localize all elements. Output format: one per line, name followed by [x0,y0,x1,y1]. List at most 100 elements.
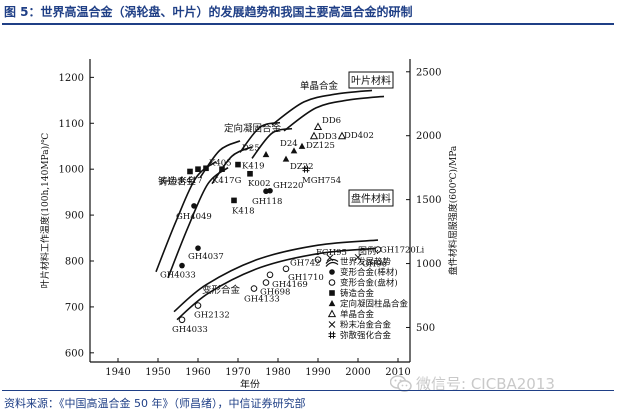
legend-label: 世界发展趋势 [340,257,392,268]
disk-point-gh4037 [195,245,201,251]
disk-material-label: 盘件材料 [351,192,391,205]
blade-point-dd6 [313,122,323,131]
y-right-tick-label: 500 [416,323,435,334]
blade-point-label: K403 [160,176,183,186]
blade-point-k417g [219,166,225,172]
legend-marker-hash [328,331,336,339]
alloy-chart: 1940 1950 1960 1970 1980 1990 2000 2010 600 700 80… [39,59,459,388]
wechat-icon [390,374,412,392]
blade-point-gh220 [267,187,273,194]
y-left-tick-label: 900 [65,211,84,222]
disk-point-gh1720li [374,246,382,253]
disk-point-gh2132 [194,302,202,309]
y-left-tick-label: 1200 [59,73,84,84]
trend-band-line [283,95,385,132]
x-tick-label: 2010 [385,367,410,378]
y-left-tick-label: 800 [65,257,84,268]
blade-point-gh4049 [191,203,197,209]
disk-point-label: GH1720Li [380,246,424,256]
disk-point-label: GH96 [362,259,387,269]
y-right-axis-label: 盘件材料屈服强度(600℃)/MPa [447,145,459,275]
x-tick-label: 1990 [305,367,330,378]
legend-marker-open-triangle [327,309,337,318]
blade-point-k403 [187,168,193,175]
trend-band-label: 定向凝固合金 [224,122,282,134]
legend-marker-open-circle [328,279,336,286]
blade-point-k002 [247,170,253,177]
y-left-tick-label: 1000 [59,165,84,176]
blade-point-d24 [290,147,298,154]
disk-point-gh4033 [179,262,185,269]
x-axis-label: 年份 [240,378,260,388]
blade-point-dd402 [337,131,347,140]
blade-point-dz22 [282,155,290,162]
disk-point-gh1710 [282,265,290,273]
disk-point-label: FGH95 [316,248,347,258]
blade-point-k419 [235,161,241,168]
disk-point-label: GH742 [290,259,320,269]
legend-label: 定向凝固柱晶合金 [340,299,409,310]
blade-point-label: DZ22 [290,162,314,172]
legend-label: 单晶合金 [340,309,375,320]
trend-band-label: 铸造合金 [158,176,197,188]
blade-point-label: D25 [242,143,260,153]
y-right-tick-label: 2500 [416,67,441,78]
blade-point-label: D24 [280,139,298,149]
y-left-tick-label: 1100 [59,119,84,130]
blade-point-label: MGH754 [302,176,341,186]
blade-point-label: DD402 [344,131,374,141]
legend-marker-trend [325,258,339,267]
disk-material-box [348,189,394,207]
disk-point-gh96 [354,253,362,261]
disk-point-label: GH2132 [194,311,230,321]
disk-point-label: GH4033 [172,325,208,335]
legend-label: 变形合金(棒材) [340,267,398,278]
disk-point-label: GH698 [260,288,290,298]
blade-point-k417 [195,166,201,172]
blade-material-label: 叶片材料 [351,74,391,87]
watermark-text: 微信号: CICBA2013 [416,375,555,393]
blade-point-mgh754 [302,165,310,173]
blade-point-dd3 [309,131,319,140]
blade-point-label: K417 [180,176,203,186]
blade-point-dz125 [298,142,306,149]
disk-trend-line [176,247,382,321]
legend-label: 铸造合金 [340,288,375,299]
disk-point-gh4033 [178,316,186,324]
y-right-tick-label: 1000 [416,259,441,270]
disk-point-gh4133 [250,285,258,292]
blade-point-label: GH4049 [176,212,212,222]
y-right-tick-label: 2000 [416,131,441,142]
legend-label: 粉末冶金合金 [340,320,392,331]
blade-point-label: GH118 [252,197,282,207]
blade-point-label: K405 [209,158,232,168]
footer-rule [2,390,614,391]
legend-label: 弥散强化合金 [340,330,392,341]
legend-marker-solid-circle [329,269,335,275]
legend-label: 变形合金(盘材) [340,278,398,289]
trend-band-line [271,89,373,126]
trend-band-label: 单晶合金 [300,80,339,92]
blade-point-label: GH220 [273,181,303,191]
disk-point-label: GH4169 [272,280,308,290]
x-tick-label: 1940 [105,367,130,378]
blade-point-label: K418 [232,206,255,216]
x-tick-label: 2000 [345,367,370,378]
blade-point-k405 [203,165,209,172]
y-left-axis-label: 叶片材料工作温度(100h,140MPa)/℃ [39,133,51,288]
title-rule [2,23,614,25]
disk-point-label: GH1710 [288,273,324,283]
legend-title: 图例: [358,245,379,257]
blade-point-label: DD3 [318,132,337,142]
y-left-tick-label: 600 [65,348,84,359]
y-right-tick-label: 1500 [416,195,441,206]
x-tick-label: 1980 [265,367,290,378]
x-tick-label: 1950 [145,367,170,378]
trend-band-line [211,146,253,185]
blade-point-d25 [262,150,270,158]
legend-marker-solid-square [329,290,335,296]
figure-title: 图 5：世界高温合金（涡轮盘、叶片）的发展趋势和我国主要高温合金的研制 [4,5,413,19]
disk-point-gh4169 [266,271,274,279]
legend-marker-cross [328,321,336,328]
watermark: 微信号: CICBA2013 [390,373,555,394]
